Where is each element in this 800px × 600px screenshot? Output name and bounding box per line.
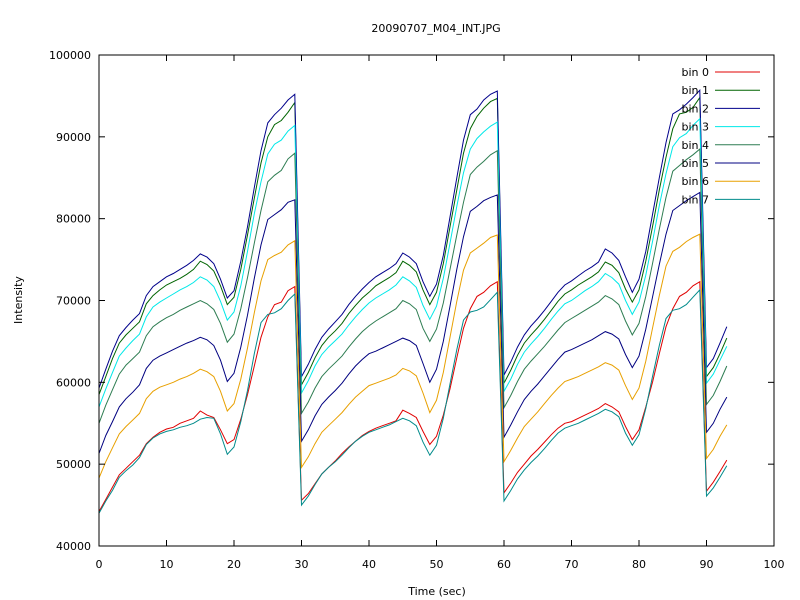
series-line-bin-7 [98,288,728,514]
y-tick-label: 50000 [56,458,91,471]
y-tick-label: 80000 [56,213,91,226]
chart-title: 20090707_M04_INT.JPG [371,22,500,35]
legend-label: bin 1 [681,84,709,97]
y-tick-label: 70000 [56,295,91,308]
legend-label: bin 0 [681,66,709,79]
y-tick-label: 100000 [49,49,91,62]
series-line-bin-2 [98,88,728,389]
x-tick-label: 70 [565,558,579,571]
x-tick-label: 90 [700,558,714,571]
x-axis-label: Time (sec) [407,585,466,598]
plot-series [98,88,728,514]
y-tick-label: 40000 [56,540,91,553]
x-tick-label: 100 [764,558,785,571]
y-axis-label: Intensity [12,276,25,324]
series-line-bin-4 [98,148,728,424]
x-tick-label: 40 [362,558,376,571]
x-tick-label: 80 [632,558,646,571]
legend: bin 0 bin 1 bin 2 bin 3 bin 4 bin 5 bin 6 bin 7 [681,66,760,206]
series-line-bin-5 [98,191,728,454]
x-tick-label: 30 [295,558,309,571]
legend-label: bin 6 [681,175,709,188]
series-line-bin-1 [98,96,728,395]
legend-label: bin 4 [681,139,709,152]
series-line-bin-0 [98,280,728,512]
axis-ticks: 0 10 20 30 40 50 60 70 80 90 100 40000 50000 60000 700… [49,49,785,571]
x-tick-label: 0 [96,558,103,571]
x-tick-label: 60 [497,558,511,571]
series-line-bin-6 [98,233,728,479]
legend-label: bin 5 [681,157,709,170]
legend-label: bin 3 [681,121,709,134]
series-line-bin-3 [98,117,728,408]
x-tick-label: 20 [227,558,241,571]
x-tick-label: 10 [160,558,174,571]
legend-label: bin 2 [681,102,709,115]
legend-label: bin 7 [681,193,709,206]
y-tick-label: 90000 [56,131,91,144]
x-tick-label: 50 [430,558,444,571]
y-tick-label: 60000 [56,376,91,389]
